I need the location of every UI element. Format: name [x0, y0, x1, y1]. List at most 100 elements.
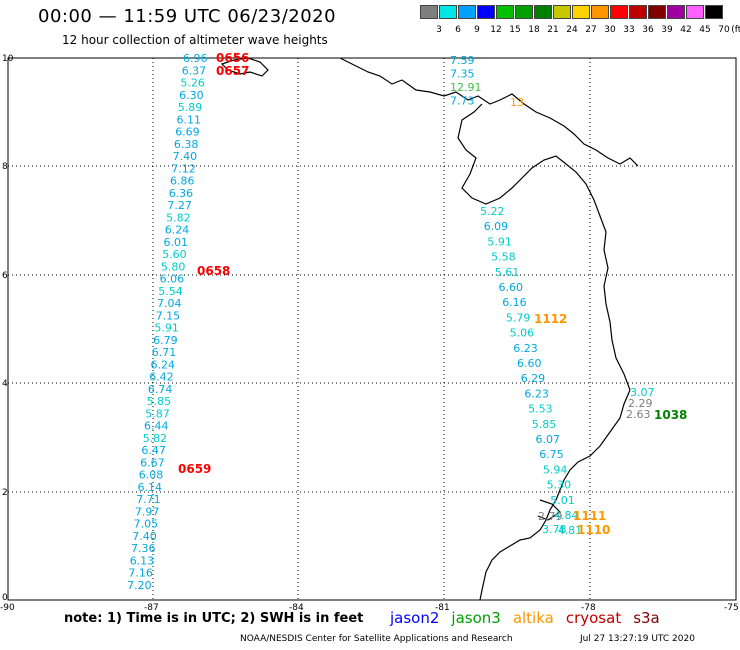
central-track-value: 5.53 — [528, 403, 553, 416]
west-track-value: 5.89 — [178, 101, 203, 114]
north-track-value: 7.59 — [450, 54, 475, 67]
central-track-value: 5.01 — [550, 494, 575, 507]
legend-swatch — [515, 5, 533, 19]
west-track-value: 6.42 — [149, 371, 174, 384]
central-track-value: 6.60 — [499, 281, 524, 294]
legend-swatch — [420, 5, 438, 19]
pass-label-cryosat-0659: 0659 — [178, 462, 211, 476]
coastal-altimeter-track: 2.793.78 — [538, 510, 567, 536]
west-track-value: 6.38 — [174, 138, 199, 151]
west-track-value: 7.15 — [156, 309, 181, 322]
satellite-legend-s3a: s3a — [633, 609, 660, 627]
legend-label: 42 — [680, 25, 692, 35]
legend-label: 30 — [604, 25, 616, 35]
pass-label-jason3-1038: 1038 — [654, 408, 687, 422]
east-altimeter-track: 3.072.292.63 — [626, 386, 655, 421]
west-track-value: 6.36 — [169, 187, 194, 200]
legend-swatch — [667, 5, 685, 19]
central-altimeter-track: 5.22 6.09 5.91 5.58 5.61 6.60 6.16 5.79 5.06 6.23… — [480, 205, 582, 537]
legend-label: 27 — [585, 25, 597, 35]
central-track-value: 6.16 — [502, 296, 527, 309]
legend-label: 21 — [547, 25, 559, 35]
axis-tick-labels: 10 8 6 4 2 0 -90 -87 -84 -81 -78 -75 — [0, 54, 739, 613]
timestamp-text: Jul 27 13:27:19 UTC 2020 — [580, 634, 695, 644]
west-track-value: 5.85 — [147, 395, 172, 408]
west-track-value: 7.71 — [136, 493, 161, 506]
map-subtitle: 12 hour collection of altimeter wave hei… — [62, 33, 328, 47]
central-track-value: 5.85 — [532, 418, 557, 431]
legend-label: 18 — [528, 25, 540, 35]
west-track-value: 6.13 — [130, 554, 155, 567]
x-tick-84: -84 — [289, 603, 304, 613]
y-tick-2: 2 — [2, 488, 8, 498]
east-track-value: 2.29 — [628, 397, 653, 410]
central-track-value: 6.07 — [536, 433, 561, 446]
west-track-value: 6.74 — [148, 383, 173, 396]
legend-swatch — [629, 5, 647, 19]
west-track-value: 7.27 — [167, 199, 192, 212]
pass-label-cryosat-0656: 0656 — [216, 51, 249, 65]
y-tick-4: 4 — [2, 379, 8, 389]
west-track-value: 7.36 — [131, 542, 156, 555]
west-track-value: 6.44 — [144, 420, 169, 433]
x-tick-78: -78 — [581, 603, 596, 613]
legend-swatch — [686, 5, 704, 19]
west-track-value: 6.37 — [182, 64, 207, 77]
west-altimeter-track: 6.966.375.266.305.896.116.696.387.407.12… — [127, 52, 207, 592]
pass-label-altika-1112: 1112 — [534, 312, 567, 326]
west-track-value: 6.79 — [153, 334, 178, 347]
coastal-track-value: 3.78 — [542, 523, 567, 536]
west-track-value: 6.71 — [152, 346, 177, 359]
y-tick-10: 10 — [2, 54, 14, 64]
west-track-value: 7.40 — [132, 530, 157, 543]
legend-label: 39 — [661, 25, 673, 35]
coastline — [220, 57, 639, 601]
west-track-value: 6.08 — [139, 469, 164, 482]
legend-swatch — [496, 5, 514, 19]
west-track-value: 6.67 — [140, 456, 165, 469]
satellite-legend-altika: altika — [512, 609, 554, 627]
central-track-value: 6.29 — [521, 372, 546, 385]
central-track-value: 5.58 — [491, 251, 515, 264]
west-track-value: 7.16 — [128, 567, 153, 580]
west-track-value: 7.05 — [134, 518, 159, 531]
legend-swatch — [572, 5, 590, 19]
west-track-value: 7.97 — [135, 505, 160, 518]
west-track-value: 6.24 — [165, 224, 190, 237]
central-track-value: 5.30 — [547, 479, 572, 492]
central-track-value: 6.09 — [484, 220, 509, 233]
y-tick-8: 8 — [2, 162, 8, 172]
central-track-value: 5.22 — [480, 205, 505, 218]
west-track-value: 7.04 — [157, 297, 182, 310]
west-track-value: 6.11 — [177, 113, 202, 126]
central-track-value: 6.75 — [539, 448, 564, 461]
credit-text: NOAA/NESDIS Center for Satellite Applica… — [240, 634, 513, 644]
legend-label: 33 — [623, 25, 635, 35]
satellite-legend-jason2: jason2 — [390, 609, 440, 627]
y-tick-6: 6 — [2, 271, 8, 281]
pass-label-cryosat-0658: 0658 — [197, 264, 230, 278]
footer-note: note: 1) Time is in UTC; 2) SWH is in fe… — [64, 611, 364, 626]
west-track-value: 5.87 — [145, 407, 170, 420]
west-track-value: 5.82 — [166, 211, 191, 224]
pass-label-altika-1111: 1111 — [573, 509, 606, 523]
legend-unit: (ft) — [731, 25, 740, 35]
coastline-panama-gulf — [457, 103, 631, 391]
central-track-value: 5.61 — [495, 266, 520, 279]
x-tick-87: -87 — [144, 603, 159, 613]
west-track-value: 5.26 — [180, 77, 205, 90]
legend-label: 9 — [474, 25, 480, 35]
legend-label: 15 — [509, 25, 521, 35]
x-tick-75: -75 — [724, 603, 739, 613]
satellite-legend: jason2 jason3 altika cryosat s3a — [390, 609, 672, 627]
legend-label: 12 — [490, 25, 502, 35]
legend-swatch — [610, 5, 628, 19]
coastline-buenaventura-inlet — [537, 499, 561, 521]
west-track-value: 7.12 — [171, 162, 196, 175]
central-track-value: 5.94 — [543, 463, 568, 476]
west-track-value: 5.80 — [161, 260, 186, 273]
central-track-value: 5.91 — [487, 235, 512, 248]
central-track-value: 5.06 — [510, 327, 534, 340]
